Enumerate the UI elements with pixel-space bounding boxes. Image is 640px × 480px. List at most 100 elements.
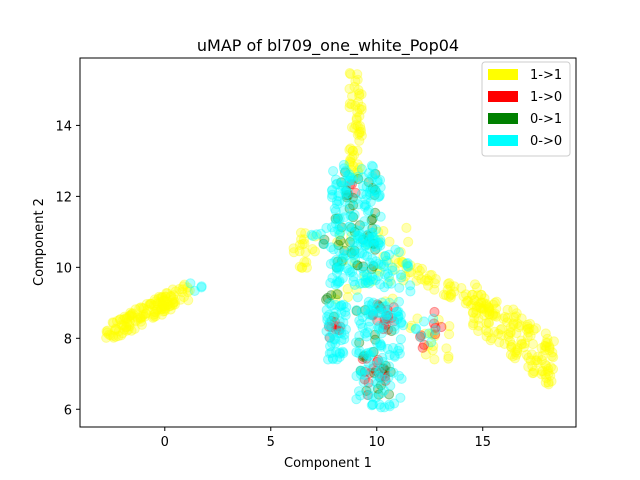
data-point-1-to-1 <box>121 317 133 328</box>
data-point-1-to-1 <box>489 310 500 321</box>
data-point-0-to-0 <box>337 180 348 191</box>
data-point-1-to-0 <box>363 377 374 388</box>
data-point-1-to-0 <box>381 310 392 321</box>
data-point-0-to-0 <box>385 380 396 391</box>
data-point-0-to-0 <box>332 199 343 210</box>
data-point-1-to-1 <box>484 306 495 317</box>
data-point-0-to-0 <box>353 199 364 210</box>
data-point-0-to-0 <box>393 370 405 381</box>
data-point-1-to-1 <box>499 338 510 349</box>
data-point-0-to-1 <box>340 167 351 178</box>
data-point-0-to-0 <box>329 226 340 237</box>
data-point-0-to-0 <box>331 214 342 225</box>
data-point-1-to-1 <box>346 164 357 175</box>
data-point-0-to-0 <box>338 348 349 359</box>
data-point-0-to-0 <box>373 307 384 318</box>
data-point-1-to-1 <box>126 308 137 319</box>
data-point-0-to-0 <box>375 211 386 222</box>
data-point-1-to-1 <box>101 332 112 343</box>
data-point-1-to-1 <box>502 304 513 315</box>
data-point-0-to-0 <box>389 324 400 335</box>
data-point-0-to-1 <box>373 389 384 400</box>
data-point-0-to-0 <box>392 314 403 325</box>
data-point-0-to-0 <box>351 347 362 358</box>
data-point-1-to-1 <box>348 173 359 184</box>
data-point-1-to-1 <box>503 331 514 342</box>
data-point-0-to-0 <box>333 277 345 288</box>
data-point-1-to-0 <box>326 322 337 333</box>
data-point-1-to-1 <box>430 274 441 285</box>
data-point-1-to-1 <box>288 243 299 254</box>
data-point-0-to-0 <box>376 340 387 351</box>
data-point-0-to-1 <box>366 215 377 226</box>
data-point-0-to-0 <box>363 236 374 247</box>
data-point-1-to-1 <box>527 338 539 350</box>
data-point-1-to-1 <box>345 143 356 154</box>
data-point-1-to-1 <box>521 324 532 335</box>
data-point-0-to-0 <box>360 240 371 251</box>
data-point-0-to-0 <box>328 166 339 177</box>
data-point-0-to-0 <box>351 370 362 382</box>
data-point-1-to-1 <box>145 298 156 310</box>
data-point-0-to-1 <box>361 385 372 396</box>
data-point-0-to-0 <box>346 172 357 183</box>
data-point-0-to-0 <box>380 312 391 323</box>
data-point-0-to-1 <box>369 367 380 379</box>
data-point-1-to-1 <box>484 309 495 320</box>
data-point-1-to-1 <box>159 301 171 312</box>
x-tick-label: 10 <box>368 435 385 450</box>
data-point-1-to-1 <box>123 324 134 335</box>
data-point-0-to-0 <box>339 329 350 340</box>
data-point-1-to-1 <box>473 320 484 331</box>
data-point-1-to-1 <box>118 314 129 325</box>
y-axis-ticks: 6 8 10 12 14 <box>55 119 80 418</box>
data-point-1-to-1 <box>352 69 363 80</box>
data-point-1-to-1 <box>445 292 456 303</box>
data-point-0-to-0 <box>381 255 392 266</box>
data-point-0-to-0 <box>364 316 375 327</box>
data-point-1-to-1 <box>426 269 437 281</box>
data-point-0-to-0 <box>336 300 347 311</box>
data-point-1-to-0 <box>333 324 344 335</box>
data-point-0-to-1 <box>351 305 362 316</box>
data-point-1-to-1 <box>423 340 434 351</box>
data-point-1-to-1 <box>545 370 556 381</box>
data-point-0-to-0 <box>375 279 386 290</box>
data-point-1-to-1 <box>401 263 412 274</box>
data-point-0-to-0 <box>372 370 383 381</box>
data-point-0-to-0 <box>363 321 374 332</box>
data-point-0-to-0 <box>325 258 336 269</box>
data-point-0-to-1 <box>380 360 391 371</box>
data-point-0-to-0 <box>352 233 364 244</box>
data-point-1-to-1 <box>117 320 128 331</box>
data-point-1-to-1 <box>485 335 496 346</box>
data-point-0-to-0 <box>196 281 207 292</box>
data-point-1-to-0 <box>365 367 376 379</box>
data-point-0-to-0 <box>373 237 384 248</box>
data-point-1-to-1 <box>541 342 552 353</box>
data-point-0-to-0 <box>327 189 338 200</box>
data-point-0-to-1 <box>352 260 363 271</box>
data-point-1-to-1 <box>118 320 130 331</box>
data-point-1-to-1 <box>504 336 516 347</box>
data-point-0-to-0 <box>366 271 378 282</box>
data-point-0-to-0 <box>326 222 337 233</box>
data-point-0-to-0 <box>359 216 370 227</box>
data-point-1-to-1 <box>522 331 533 343</box>
data-point-1-to-0 <box>376 371 388 382</box>
data-point-1-to-1 <box>183 295 194 306</box>
data-point-1-to-1 <box>518 342 530 353</box>
data-point-1-to-1 <box>468 318 479 329</box>
data-point-1-to-1 <box>354 88 365 99</box>
data-point-1-to-1 <box>522 321 533 332</box>
data-point-0-to-1 <box>335 235 346 246</box>
data-point-0-to-0 <box>373 239 384 250</box>
data-point-0-to-0 <box>344 221 355 232</box>
data-point-1-to-0 <box>323 321 335 332</box>
data-point-0-to-1 <box>370 207 381 218</box>
data-point-0-to-0 <box>360 275 371 286</box>
data-point-1-to-1 <box>300 228 311 239</box>
data-point-0-to-1 <box>358 351 369 362</box>
data-point-0-to-0 <box>349 250 360 261</box>
data-point-1-to-1 <box>543 379 554 390</box>
